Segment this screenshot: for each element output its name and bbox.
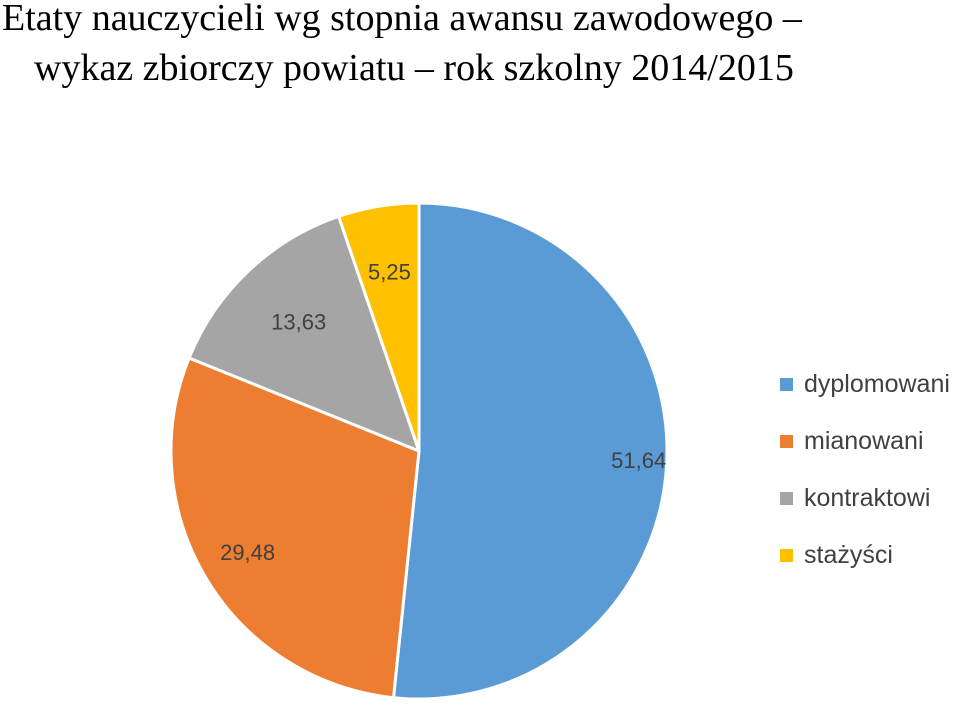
data-label-stazysci: 5,25	[368, 259, 411, 284]
legend-label-kontraktowi: kontraktowi	[804, 484, 931, 512]
pie-slice-mianowani	[169, 356, 421, 700]
data-label-dyplomowani: 51,64	[611, 448, 666, 473]
pie-slice-stazysci	[337, 201, 421, 453]
legend-swatch-dyplomowani	[780, 378, 793, 391]
data-label-mianowani: 29,48	[220, 540, 275, 565]
legend-label-stazysci: stażyści	[804, 541, 893, 569]
pie-slice-dyplomowani	[391, 201, 669, 701]
data-label-kontraktowi: 13,63	[271, 310, 326, 335]
chart-title-line-2: wykaz zbiorczy powiatu – rok szkolny 201…	[34, 47, 794, 89]
legend-swatch-mianowani	[780, 435, 793, 448]
legend-label-dyplomowani: dyplomowani	[804, 370, 950, 398]
legend-label-mianowani: mianowani	[804, 427, 924, 455]
legend-swatch-stazysci	[780, 549, 793, 562]
legend-swatch-kontraktowi	[780, 492, 793, 505]
chart-title-line-1: Etaty nauczycieli wg stopnia awansu zawo…	[2, 0, 802, 39]
pie-slice-kontraktowi	[187, 214, 421, 453]
